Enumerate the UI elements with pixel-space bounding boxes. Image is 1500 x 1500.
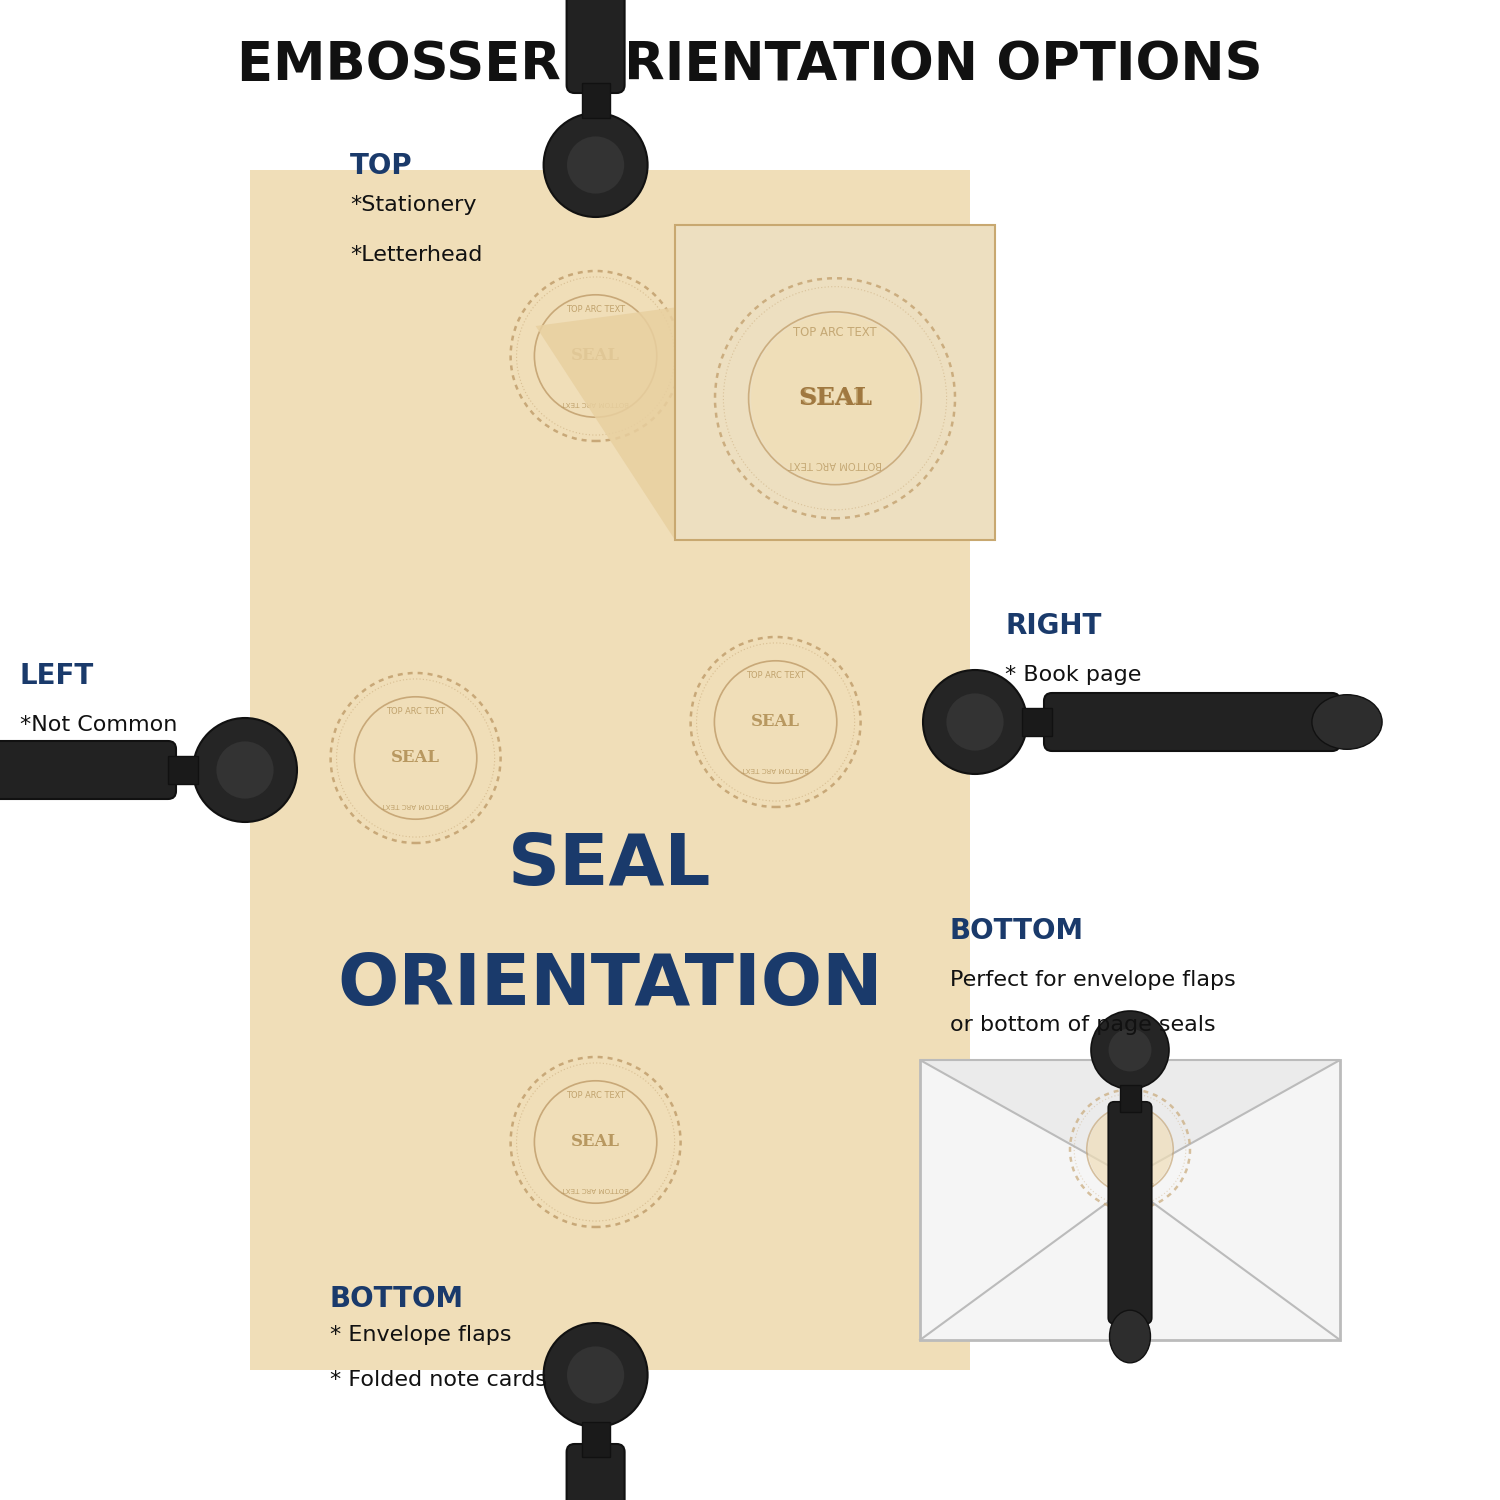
Bar [251, 170, 970, 1370]
Text: BOTTOM: BOTTOM [950, 916, 1084, 945]
Text: TOP ARC TEXT: TOP ARC TEXT [1108, 1114, 1150, 1119]
FancyBboxPatch shape [0, 741, 176, 800]
Circle shape [946, 693, 1004, 750]
Text: * Folded note cards: * Folded note cards [330, 1370, 548, 1390]
Text: BOTTOM ARC TEXT: BOTTOM ARC TEXT [562, 1185, 630, 1191]
Circle shape [716, 663, 836, 782]
Circle shape [752, 315, 920, 483]
Polygon shape [536, 306, 994, 540]
Text: SEAL: SEAL [1113, 1143, 1148, 1156]
Text: Perfect for envelope flaps: Perfect for envelope flaps [950, 970, 1236, 990]
Text: * Book page: * Book page [1005, 664, 1142, 686]
Bar [1119, 1086, 1140, 1112]
Ellipse shape [1312, 694, 1382, 750]
Bar [1022, 708, 1052, 736]
Bar [582, 82, 609, 118]
Text: *Stationery: *Stationery [350, 195, 477, 214]
FancyBboxPatch shape [1108, 1101, 1152, 1323]
FancyBboxPatch shape [567, 1444, 624, 1500]
Text: RIGHT: RIGHT [1005, 612, 1101, 640]
Text: BOTTOM ARC TEXT: BOTTOM ARC TEXT [788, 459, 882, 470]
Text: SEAL: SEAL [509, 831, 711, 900]
Text: SEAL: SEAL [752, 714, 800, 730]
Circle shape [1090, 1011, 1168, 1089]
Bar [582, 1422, 609, 1456]
FancyBboxPatch shape [1044, 693, 1340, 752]
Circle shape [543, 112, 648, 218]
Text: SEAL: SEAL [801, 387, 870, 410]
Text: TOP: TOP [350, 152, 412, 180]
Text: TOP ARC TEXT: TOP ARC TEXT [386, 706, 446, 716]
Text: TOP ARC TEXT: TOP ARC TEXT [566, 304, 626, 313]
Circle shape [536, 297, 656, 416]
Bar [920, 1060, 1340, 1340]
Circle shape [567, 1347, 624, 1404]
Text: TOP ARC TEXT: TOP ARC TEXT [746, 670, 806, 680]
Text: TOP ARC TEXT: TOP ARC TEXT [566, 1090, 626, 1100]
Text: BOTTOM ARC TEXT: BOTTOM ARC TEXT [742, 765, 810, 771]
Circle shape [1108, 1029, 1152, 1071]
Text: *Not Common: *Not Common [20, 716, 177, 735]
Text: BOTTOM ARC TEXT: BOTTOM ARC TEXT [382, 801, 450, 807]
Text: ORIENTATION: ORIENTATION [338, 951, 884, 1020]
Text: EMBOSSER ORIENTATION OPTIONS: EMBOSSER ORIENTATION OPTIONS [237, 39, 1263, 92]
Text: SEAL: SEAL [1116, 1144, 1144, 1154]
Ellipse shape [1110, 1310, 1150, 1364]
Bar [168, 756, 198, 784]
Text: BOTTOM ARC TEXT: BOTTOM ARC TEXT [1107, 1180, 1154, 1185]
Text: BOTTOM ARC TEXT: BOTTOM ARC TEXT [562, 399, 630, 405]
Circle shape [536, 1083, 656, 1202]
Circle shape [194, 718, 297, 822]
Text: BOTTOM: BOTTOM [330, 1286, 464, 1312]
Circle shape [922, 670, 1028, 774]
Polygon shape [920, 1060, 1340, 1178]
Text: SEAL: SEAL [572, 348, 620, 364]
Text: SEAL: SEAL [798, 387, 871, 411]
Circle shape [356, 699, 476, 818]
Text: or bottom of page seals: or bottom of page seals [950, 1016, 1215, 1035]
Text: SEAL: SEAL [572, 1134, 620, 1150]
FancyBboxPatch shape [567, 0, 624, 93]
Bar [675, 225, 994, 540]
Circle shape [567, 136, 624, 194]
Text: SEAL: SEAL [392, 750, 439, 766]
Text: TOP ARC TEXT: TOP ARC TEXT [794, 326, 877, 339]
Circle shape [1088, 1107, 1172, 1191]
Circle shape [543, 1323, 648, 1426]
Circle shape [216, 741, 273, 798]
Text: * Envelope flaps: * Envelope flaps [330, 1324, 512, 1346]
Text: LEFT: LEFT [20, 662, 94, 690]
Text: *Letterhead: *Letterhead [350, 244, 483, 266]
